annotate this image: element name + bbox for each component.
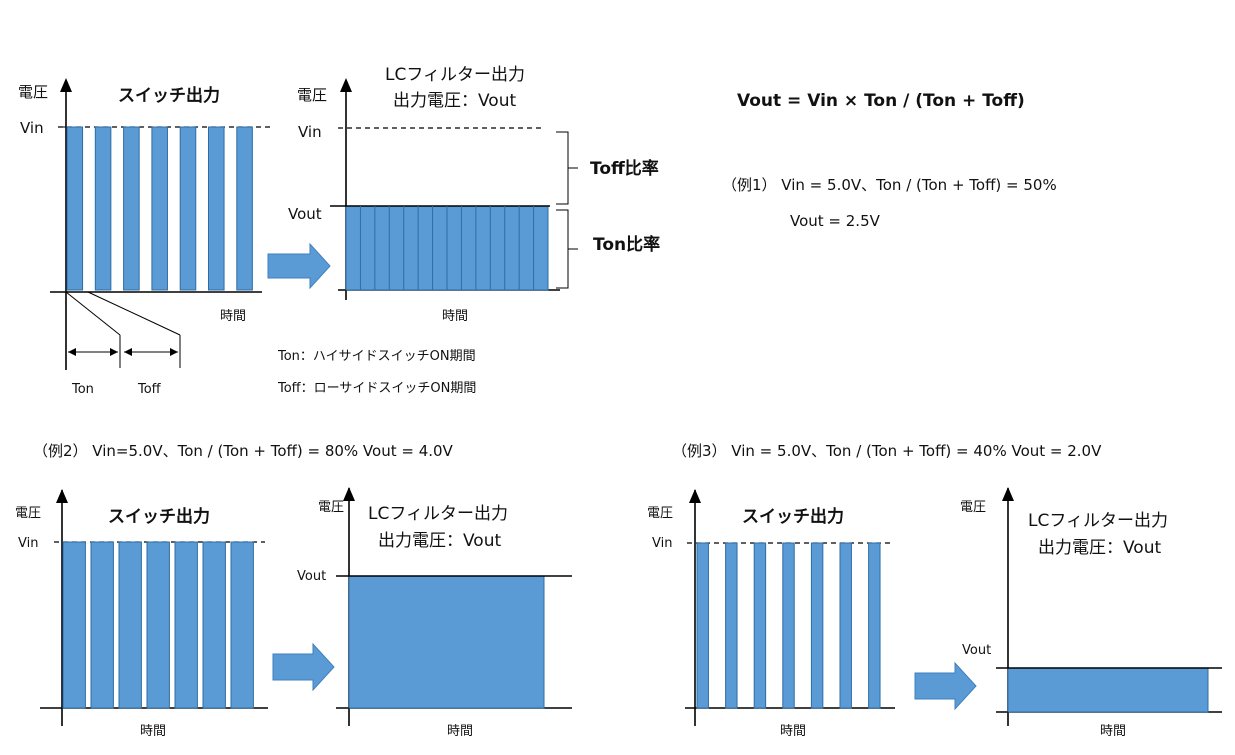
- switch-pulse: [208, 126, 225, 291]
- lc-filter-chart-example3: 電圧 LCフィルター出力 出力電圧：Vout Vout 時間: [960, 487, 1222, 739]
- switch-pulse: [90, 541, 114, 709]
- switch-pulse: [174, 541, 198, 709]
- lc-filter-title-line2: 出力電圧：Vout: [1038, 538, 1161, 558]
- vout-label: Vout: [297, 569, 326, 584]
- switch-pulse: [146, 541, 170, 709]
- lc-filter-title-line2: 出力電圧：Vout: [393, 91, 516, 111]
- time-label: 時間: [442, 309, 468, 324]
- switch-pulse: [151, 126, 168, 291]
- example1-line2: Vout = 2.5V: [790, 212, 881, 230]
- vout-label: Vout: [288, 205, 322, 223]
- toff-bracket: [556, 131, 569, 205]
- switch-pulse: [123, 126, 140, 291]
- vin-label: Vin: [20, 119, 44, 137]
- vout-label: Vout: [962, 643, 991, 658]
- ton-ratio-label: Ton比率: [593, 234, 660, 255]
- switch-pulse: [696, 542, 709, 709]
- voltage-label: 電圧: [18, 83, 48, 101]
- arrow-right-icon: [914, 661, 977, 711]
- ton-label: Ton: [71, 382, 94, 397]
- switch-output-title: スイッチ出力: [118, 85, 220, 106]
- formula: Vout = Vin × Ton / (Ton + Toff): [737, 91, 1025, 111]
- vin-label: Vin: [18, 536, 38, 551]
- switch-pulse: [179, 126, 197, 291]
- switch-pulse: [230, 541, 254, 709]
- vout-area-slices: [359, 206, 535, 290]
- switch-pulse: [839, 542, 852, 709]
- voltage-label: 電圧: [647, 506, 673, 521]
- lc-filter-title-line1: LCフィルター出力: [385, 65, 525, 85]
- vout-area: [1007, 667, 1209, 713]
- switch-pulse: [753, 542, 767, 709]
- example2-caption: （例2） Vin=5.0V、Ton / (Ton + Toff) = 80% V…: [33, 442, 454, 460]
- voltage-label: 電圧: [15, 506, 41, 521]
- switch-pulse: [236, 126, 253, 291]
- toff-label: Toff: [137, 382, 162, 397]
- voltage-label: 電圧: [960, 500, 986, 515]
- voltage-label: 電圧: [297, 86, 327, 104]
- time-label: 時間: [780, 724, 806, 739]
- y-axis-arrowhead: [60, 78, 72, 92]
- switch-pulse: [810, 542, 824, 709]
- lc-filter-chart-example2: 電圧 LCフィルター出力 出力電圧：Vout Vout 時間: [297, 487, 572, 739]
- switch-pulses: [696, 542, 881, 709]
- switch-pulse: [202, 541, 226, 709]
- toff-definition: Toff：ローサイドスイッチON期間: [277, 381, 476, 396]
- ton-definition: Ton：ハイサイドスイッチON期間: [277, 349, 476, 364]
- switch-output-chart-example3: 電圧 スイッチ出力 Vin 時間: [647, 489, 895, 739]
- switch-pulse: [725, 542, 738, 709]
- arrow-right-icon: [267, 242, 331, 290]
- arrow-right-icon: [272, 642, 335, 692]
- lc-filter-title-line1: LCフィルター出力: [368, 504, 508, 524]
- switch-pulse: [62, 541, 86, 709]
- vin-label: Vin: [298, 123, 322, 141]
- switch-pulse: [94, 126, 112, 291]
- switch-pulse: [118, 541, 142, 709]
- example1-line1: （例1） Vin = 5.0V、Ton / (Ton + Toff) = 50%: [722, 176, 1057, 194]
- switch-pulse: [66, 126, 84, 291]
- lc-filter-title-line2: 出力電圧：Vout: [378, 531, 501, 551]
- lc-filter-title-line1: LCフィルター出力: [1028, 511, 1168, 531]
- lc-filter-chart-main: 電圧 LCフィルター出力 出力電圧：Vout Vin Vout 時間 Toff比…: [288, 65, 660, 324]
- switch-pulse: [782, 542, 795, 709]
- toff-ratio-label: Toff比率: [590, 158, 659, 179]
- ton-bracket: [556, 209, 569, 289]
- voltage-label: 電圧: [318, 500, 344, 515]
- switch-pulses: [62, 541, 254, 709]
- time-label: 時間: [140, 724, 166, 739]
- example3-caption: （例3） Vin = 5.0V、Ton / (Ton + Toff) = 40%…: [672, 442, 1102, 460]
- time-label: 時間: [220, 309, 246, 324]
- vout-area: [348, 575, 545, 709]
- time-label: 時間: [447, 724, 473, 739]
- switch-output-chart-main: 電圧 スイッチ出力 Vin 時間 Ton Toff: [18, 78, 270, 397]
- switch-output-title: スイッチ出力: [742, 506, 844, 527]
- vin-label: Vin: [652, 536, 672, 551]
- switch-output-title: スイッチ出力: [108, 506, 210, 527]
- time-label: 時間: [1100, 724, 1126, 739]
- switch-output-chart-example2: 電圧 スイッチ出力 Vin 時間: [15, 489, 268, 739]
- switch-pulses: [66, 126, 253, 291]
- switch-pulse: [868, 542, 881, 709]
